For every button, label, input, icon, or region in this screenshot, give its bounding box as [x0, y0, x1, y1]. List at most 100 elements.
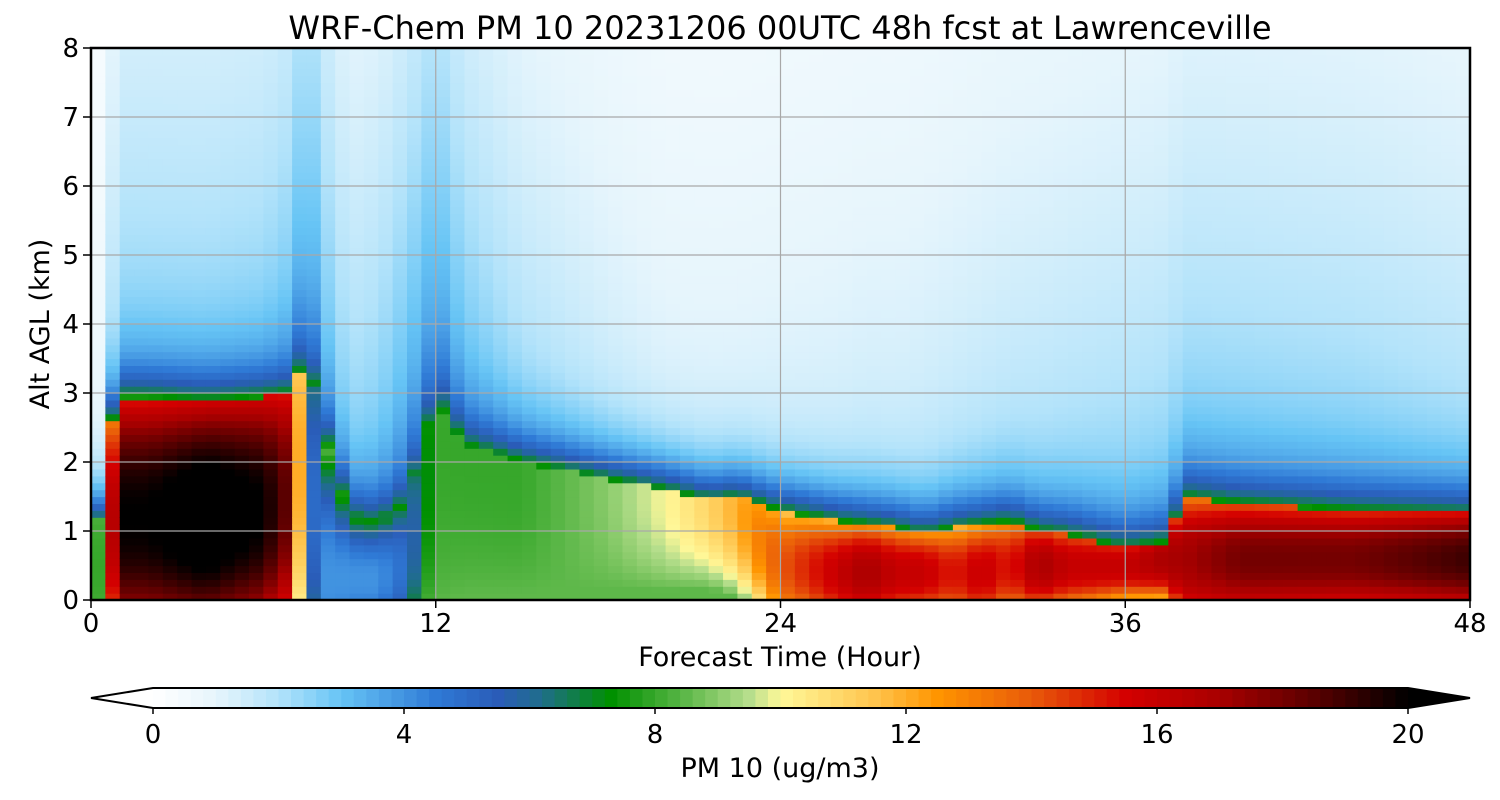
heatmap-cell	[837, 234, 853, 242]
heatmap-cell	[536, 330, 552, 339]
heatmap-cell	[220, 572, 236, 580]
heatmap-cell	[665, 275, 681, 284]
heatmap-cell	[823, 248, 839, 256]
heatmap-cell	[162, 455, 178, 463]
heatmap-cell	[407, 186, 422, 194]
heatmap-cell	[134, 213, 150, 222]
heatmap-cell	[277, 579, 293, 587]
heatmap-cell	[694, 234, 710, 242]
heatmap-cell	[177, 572, 193, 580]
heatmap-cell	[105, 510, 121, 518]
heatmap-cell	[119, 455, 135, 463]
heatmap-cell	[593, 482, 609, 491]
heatmap-cell	[622, 434, 638, 442]
heatmap-cell	[895, 261, 911, 270]
heatmap-cell	[335, 317, 351, 325]
heatmap-cell	[363, 82, 379, 90]
heatmap-cell	[421, 586, 437, 594]
heatmap-cell	[952, 241, 968, 249]
heatmap-cell	[277, 337, 293, 346]
heatmap-cell	[450, 337, 466, 346]
heatmap-cell	[909, 482, 925, 491]
heatmap-cell	[378, 144, 394, 153]
heatmap-cell	[751, 68, 767, 77]
heatmap-cell	[593, 462, 609, 470]
heatmap-cell	[823, 261, 839, 270]
heatmap-cell	[507, 151, 523, 159]
heatmap-cell	[823, 482, 839, 491]
heatmap-cell	[694, 123, 710, 132]
heatmap-cell	[407, 593, 422, 600]
heatmap-cell	[320, 413, 336, 422]
heatmap-cell	[780, 579, 796, 587]
heatmap-cell	[277, 565, 293, 573]
heatmap-cell	[579, 593, 595, 600]
heatmap-cell	[249, 358, 264, 366]
heatmap-cell	[579, 406, 595, 415]
heatmap-cell	[464, 572, 480, 580]
heatmap-cell	[909, 524, 925, 532]
heatmap-cell	[593, 386, 609, 394]
heatmap-cell	[895, 393, 911, 401]
heatmap-cell	[780, 241, 796, 249]
heatmap-cell	[249, 186, 264, 194]
heatmap-cell	[651, 468, 667, 477]
heatmap-cell	[407, 475, 422, 484]
heatmap-cell	[105, 310, 121, 318]
heatmap-cell	[435, 117, 451, 125]
heatmap-cell	[909, 455, 925, 463]
heatmap-cell	[493, 310, 509, 318]
heatmap-cell	[737, 344, 753, 353]
heatmap-cell	[407, 303, 422, 311]
heatmap-cell	[550, 455, 566, 463]
heatmap-cell	[91, 151, 106, 159]
heatmap-cell	[363, 282, 379, 291]
heatmap-cell	[694, 448, 710, 456]
heatmap-cell	[407, 117, 422, 125]
heatmap-cell	[105, 365, 121, 373]
heatmap-cell	[205, 586, 221, 594]
heatmap-cell	[407, 310, 422, 318]
heatmap-cell	[536, 475, 552, 484]
heatmap-cell	[464, 206, 480, 215]
heatmap-cell	[809, 96, 825, 104]
heatmap-cell	[263, 310, 279, 318]
heatmap-cell	[105, 158, 121, 166]
heatmap-cell	[751, 255, 767, 263]
heatmap-cell	[679, 241, 695, 249]
heatmap-cell	[263, 275, 279, 284]
heatmap-cell	[91, 427, 106, 435]
heatmap-cell	[263, 393, 279, 401]
heatmap-cell	[91, 551, 106, 560]
heatmap-cell	[421, 531, 437, 539]
heatmap-cell	[277, 358, 293, 366]
heatmap-cell	[191, 448, 207, 456]
heatmap-cell	[191, 144, 207, 153]
heatmap-cell	[392, 441, 408, 449]
heatmap-cell	[392, 234, 408, 242]
heatmap-cell	[234, 448, 250, 456]
heatmap-cell	[493, 199, 509, 208]
heatmap-cell	[636, 565, 652, 573]
heatmap-cell	[220, 351, 236, 360]
heatmap-cell	[349, 110, 365, 118]
heatmap-cell	[593, 330, 609, 339]
heatmap-cell	[636, 406, 652, 415]
heatmap-cell	[249, 275, 264, 284]
heatmap-cell	[205, 441, 221, 449]
heatmap-cell	[751, 82, 767, 90]
heatmap-cell	[320, 48, 336, 56]
heatmap-cell	[205, 186, 221, 194]
heatmap-cell	[708, 496, 724, 504]
heatmap-cell	[938, 420, 954, 429]
heatmap-cell	[766, 551, 782, 560]
heatmap-cell	[751, 96, 767, 104]
heatmap-cell	[320, 468, 336, 477]
heatmap-cell	[751, 103, 767, 111]
heatmap-cell	[234, 282, 250, 291]
heatmap-cell	[450, 468, 466, 477]
heatmap-cell	[493, 579, 509, 587]
heatmap-cell	[952, 186, 968, 194]
heatmap-cell	[608, 337, 624, 346]
heatmap-cell	[378, 179, 394, 187]
